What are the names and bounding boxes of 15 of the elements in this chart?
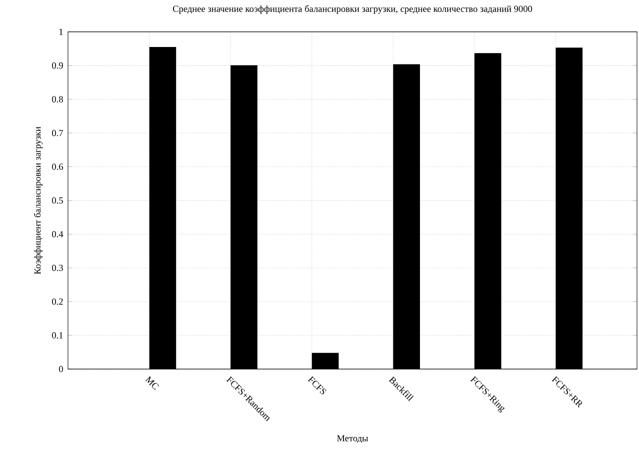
y-tick-label: 0.8 xyxy=(52,96,63,103)
y-tick-label: 0.3 xyxy=(52,264,63,272)
y-tick-label: 0.7 xyxy=(52,130,64,136)
y-tick-label: 0.5 xyxy=(52,197,63,204)
y-tick-label: 1 xyxy=(59,28,63,36)
x-axis-title: Методы xyxy=(337,435,368,444)
y-tick-label: 0 xyxy=(59,366,63,372)
x-tick-label: MC xyxy=(145,376,159,390)
y-tick-label: 0.2 xyxy=(52,298,63,305)
chart-title: Среднее значение коэффициента балансировки загрузки, среднее количество заданий 9000 xyxy=(172,5,532,14)
y-tick-label: 0.1 xyxy=(52,332,63,339)
y-tick-label: 0.6 xyxy=(52,164,64,170)
y-tick-label: 0.9 xyxy=(52,62,63,69)
y-axis-title: Коэффициент балансировки загрузки xyxy=(34,126,43,274)
y-tick-label: 0.4 xyxy=(52,231,64,238)
